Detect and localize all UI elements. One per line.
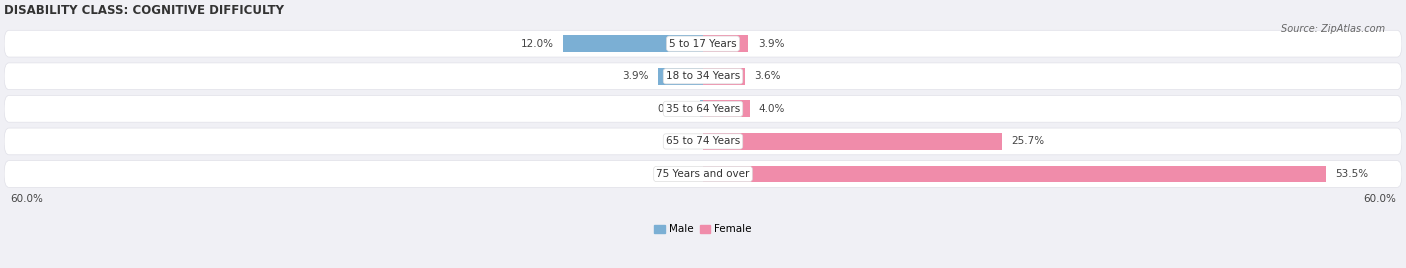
FancyBboxPatch shape	[4, 95, 1402, 122]
FancyBboxPatch shape	[4, 30, 1402, 57]
Text: DISABILITY CLASS: COGNITIVE DIFFICULTY: DISABILITY CLASS: COGNITIVE DIFFICULTY	[4, 4, 284, 17]
Bar	[703, 35, 748, 52]
FancyBboxPatch shape	[4, 63, 1402, 90]
Text: 53.5%: 53.5%	[1336, 169, 1368, 179]
Bar	[700, 100, 703, 117]
Text: 3.9%: 3.9%	[621, 71, 648, 81]
Text: 5 to 17 Years: 5 to 17 Years	[669, 39, 737, 49]
Text: 60.0%: 60.0%	[1364, 194, 1396, 204]
Text: 12.0%: 12.0%	[520, 39, 554, 49]
Bar	[703, 166, 1326, 183]
Bar	[703, 100, 749, 117]
Text: 3.6%: 3.6%	[754, 71, 780, 81]
Text: 18 to 34 Years: 18 to 34 Years	[666, 71, 740, 81]
FancyBboxPatch shape	[4, 161, 1402, 187]
Bar	[703, 68, 745, 85]
Bar	[703, 133, 1002, 150]
Bar	[658, 68, 703, 85]
Text: 0.0%: 0.0%	[668, 169, 693, 179]
Text: 25.7%: 25.7%	[1012, 136, 1045, 146]
Text: 4.0%: 4.0%	[759, 104, 786, 114]
Text: 0.25%: 0.25%	[658, 104, 690, 114]
Legend: Male, Female: Male, Female	[650, 220, 756, 238]
Text: 0.0%: 0.0%	[668, 136, 693, 146]
Text: 75 Years and over: 75 Years and over	[657, 169, 749, 179]
FancyBboxPatch shape	[4, 128, 1402, 155]
Text: 3.9%: 3.9%	[758, 39, 785, 49]
Text: 60.0%: 60.0%	[10, 194, 42, 204]
Text: 65 to 74 Years: 65 to 74 Years	[666, 136, 740, 146]
Bar	[564, 35, 703, 52]
Text: 35 to 64 Years: 35 to 64 Years	[666, 104, 740, 114]
Text: Source: ZipAtlas.com: Source: ZipAtlas.com	[1281, 24, 1385, 34]
